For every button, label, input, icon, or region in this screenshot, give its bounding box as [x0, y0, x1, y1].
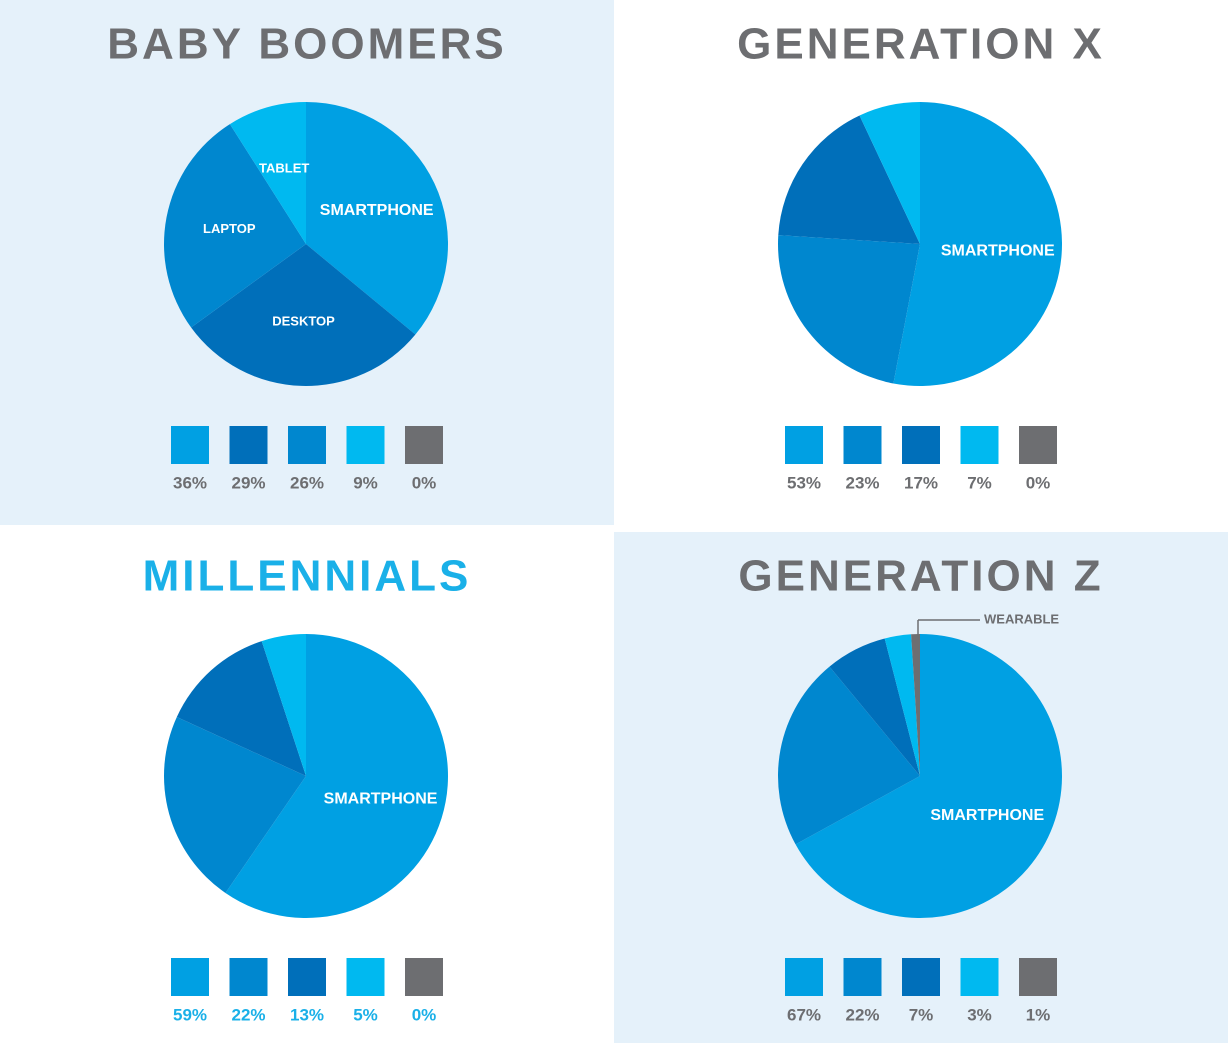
legend-label: 22%	[231, 1005, 265, 1024]
pie-slice	[163, 717, 306, 893]
pie-slice	[829, 638, 920, 776]
pie-slice	[859, 102, 920, 244]
legend-label: 36%	[173, 473, 207, 492]
legend-label: 0%	[1026, 473, 1051, 492]
pie-slice	[911, 634, 920, 776]
legend-swatch	[960, 958, 999, 996]
chart-title: BABY BOOMERS	[107, 20, 506, 69]
legend-label: 17%	[904, 473, 938, 492]
slice-label: LAPTOP	[203, 221, 256, 236]
legend-swatch	[405, 426, 443, 464]
pie-slice	[225, 634, 448, 918]
legend-label: 13%	[290, 1005, 324, 1024]
legend-swatch	[843, 426, 882, 464]
pie-slice	[261, 634, 306, 776]
legend-label: 26%	[290, 473, 324, 492]
legend-label: 29%	[231, 473, 265, 492]
legend-swatch	[1019, 426, 1057, 464]
slice-label: TABLET	[259, 160, 309, 175]
legend-label: 1%	[1026, 1005, 1051, 1024]
legend-label: 9%	[353, 473, 378, 492]
pie-slice	[893, 102, 1062, 387]
pie-slice	[164, 124, 306, 328]
legend-swatch	[405, 958, 443, 996]
legend-label: 59%	[173, 1005, 207, 1024]
legend-label: 22%	[845, 1005, 879, 1024]
chart-title: GENERATION X	[737, 20, 1105, 69]
legend-label: 5%	[353, 1005, 378, 1024]
slice-label: SMARTPHONE	[320, 202, 434, 219]
pie-slice	[229, 102, 306, 244]
pie-slice	[795, 634, 1062, 919]
legend-label: 67%	[787, 1005, 821, 1024]
legend-swatch	[960, 426, 999, 464]
legend-swatch	[229, 958, 268, 996]
pie-slice	[778, 115, 920, 244]
legend-label: 23%	[845, 473, 879, 492]
legend-swatch	[902, 958, 940, 996]
pie-slice	[778, 235, 920, 384]
legend-label: 0%	[412, 473, 437, 492]
chart-title: MILLENNIALS	[143, 552, 472, 601]
legend-swatch	[288, 426, 326, 464]
legend-label: 7%	[967, 473, 992, 492]
legend-swatch	[1019, 958, 1057, 996]
legend-swatch	[171, 426, 209, 464]
legend-label: 0%	[412, 1005, 437, 1024]
legend-swatch	[785, 426, 823, 464]
slice-label: SMARTPHONE	[324, 790, 438, 807]
legend-swatch	[346, 426, 385, 464]
pie-slice	[884, 634, 920, 776]
legend-swatch	[785, 958, 823, 996]
pie-slice	[306, 102, 448, 335]
pie-slice	[176, 641, 306, 776]
legend-label: 3%	[967, 1005, 992, 1024]
slice-label: SMARTPHONE	[930, 807, 1044, 824]
legend-label: 53%	[787, 473, 821, 492]
slice-label: SMARTPHONE	[941, 243, 1055, 260]
legend-swatch	[843, 958, 882, 996]
slice-label: WEARABLE	[984, 611, 1059, 626]
legend-swatch	[346, 958, 385, 996]
legend-swatch	[288, 958, 326, 996]
pie-slice	[777, 666, 920, 845]
legend-swatch	[902, 426, 940, 464]
slice-label: DESKTOP	[272, 313, 335, 328]
legend-swatch	[171, 958, 209, 996]
legend-swatch	[229, 426, 268, 464]
legend-label: 7%	[909, 1005, 934, 1024]
pie-slice	[191, 244, 416, 386]
chart-title: GENERATION Z	[738, 552, 1103, 601]
